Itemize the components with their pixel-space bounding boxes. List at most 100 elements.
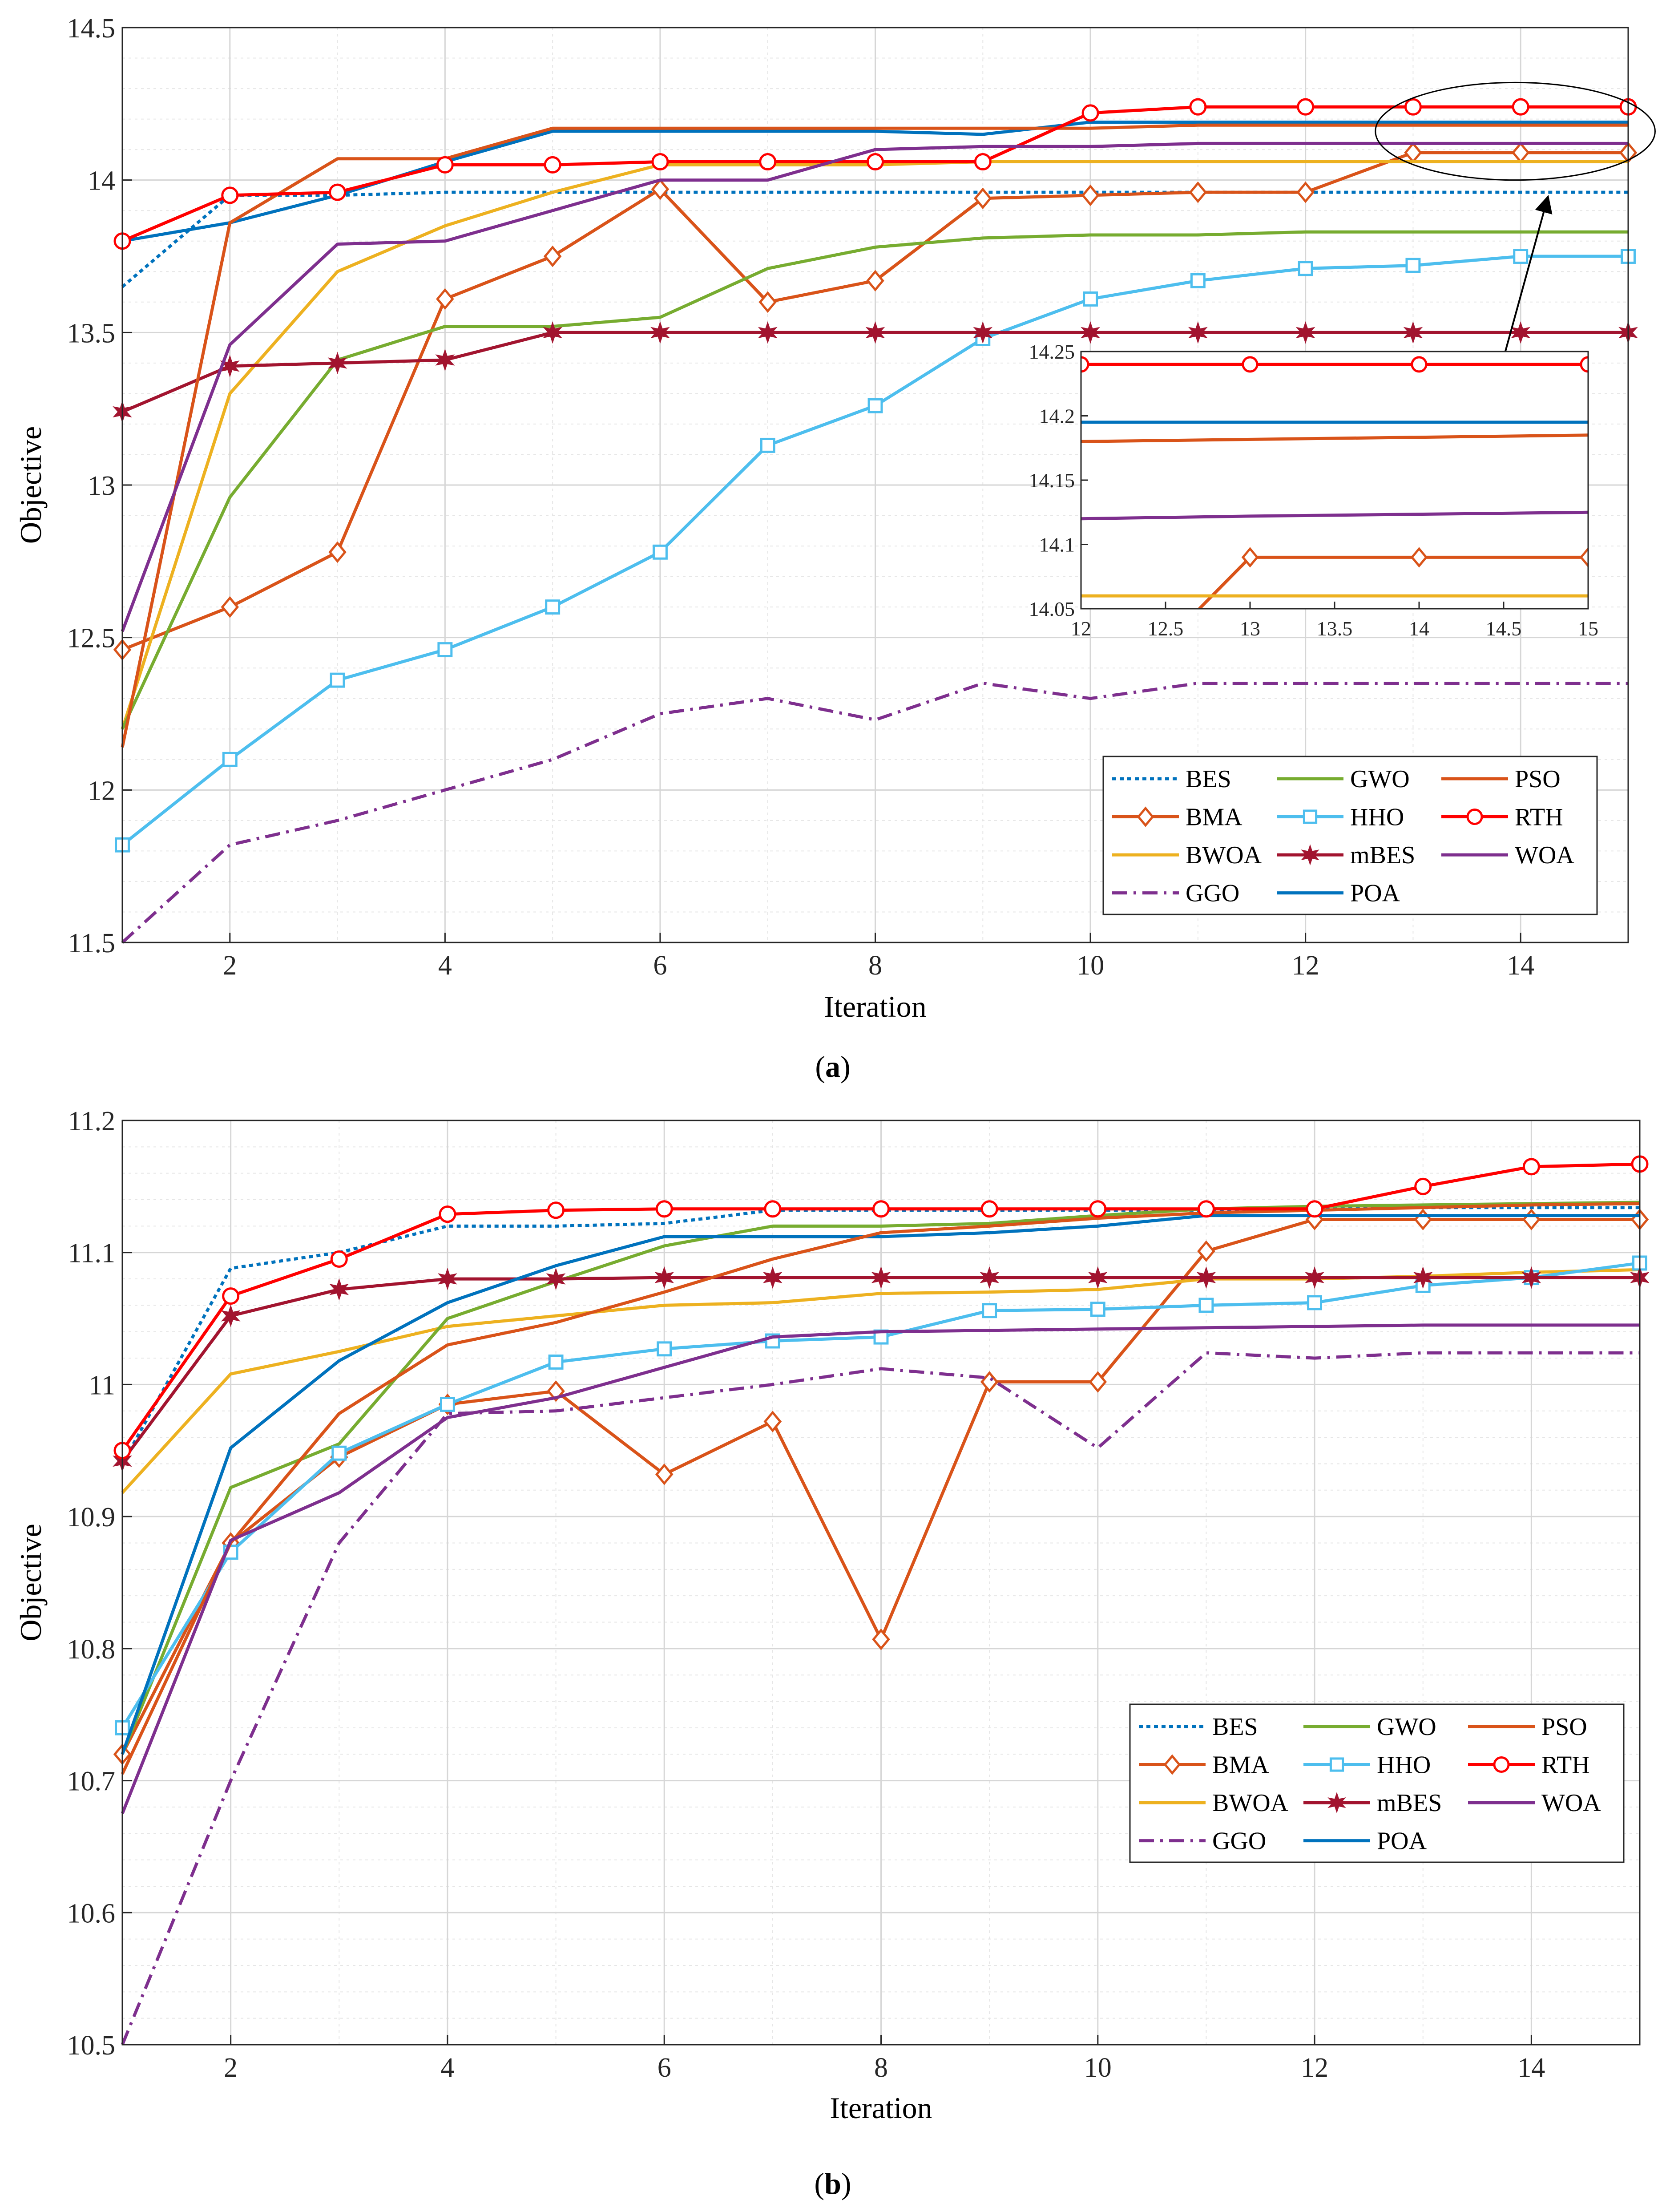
- series-bes: [121, 190, 1628, 288]
- x-tick-label: 8: [868, 950, 882, 981]
- series-rth: [113, 1155, 1649, 1460]
- x-tick-label: 6: [653, 950, 667, 981]
- circle-marker: [1580, 356, 1588, 373]
- inset-series-line: [1081, 510, 1588, 521]
- diamond-marker: [651, 178, 670, 200]
- caption-b: (b): [814, 2167, 851, 2200]
- series-pso: [121, 1202, 1640, 1775]
- diamond-marker: [974, 187, 992, 210]
- legend-label: BMA: [1212, 1751, 1269, 1779]
- y-tick-label: 10.9: [67, 1502, 116, 1533]
- legend-label: POA: [1377, 1828, 1427, 1855]
- star-marker: [1305, 1266, 1324, 1289]
- caption-open: (: [815, 1050, 825, 1084]
- x-tick-label: 10: [1084, 2053, 1112, 2083]
- caption-a: (a): [815, 1050, 850, 1084]
- legend-entry-rth: RTH: [1441, 804, 1563, 831]
- series-line-ggo: [121, 1351, 1640, 2046]
- legend-entry-gwo: GWO: [1303, 1713, 1436, 1741]
- star-marker: [546, 1267, 566, 1290]
- square-marker: [440, 1396, 455, 1412]
- star-marker: [327, 352, 347, 375]
- legend-label: BES: [1212, 1713, 1258, 1741]
- legend-entry-poa: POA: [1303, 1828, 1427, 1855]
- star-marker: [543, 321, 563, 344]
- star-marker: [1188, 321, 1208, 344]
- circle-marker: [872, 1200, 890, 1218]
- series-line-pso: [121, 1202, 1640, 1775]
- series-line-woa: [121, 142, 1628, 632]
- x-tick-label: 12: [1301, 2053, 1328, 2083]
- star-marker: [865, 321, 885, 344]
- circle-marker: [1466, 809, 1483, 825]
- inset-y-tick-label: 14.2: [1039, 405, 1075, 428]
- series-ggo: [121, 682, 1628, 944]
- star-marker: [1081, 321, 1100, 344]
- caption-open: (: [814, 2167, 824, 2200]
- diamond-marker: [328, 541, 347, 563]
- legend-entry-bwoa: BWOA: [1112, 841, 1262, 869]
- x-tick-label: 14: [1507, 950, 1534, 981]
- square-marker: [1083, 291, 1098, 307]
- square-marker: [548, 1355, 564, 1370]
- legend-entry-pso: PSO: [1468, 1713, 1587, 1741]
- square-marker: [1329, 1757, 1344, 1772]
- y-tick-label: 10.5: [67, 2030, 116, 2061]
- inset-series-rth: [1081, 356, 1588, 373]
- inset-y-tick-label: 14.25: [1029, 340, 1075, 363]
- inset-series-line: [1081, 433, 1588, 443]
- circle-marker: [1404, 98, 1422, 116]
- square-marker: [760, 437, 775, 453]
- star-marker: [435, 348, 455, 372]
- y-tick-label: 13: [88, 471, 115, 501]
- x-tick-label: 10: [1077, 950, 1104, 981]
- series-mbes: [113, 1266, 1650, 1472]
- circle-marker: [1089, 1200, 1107, 1218]
- series-group: [113, 1155, 1650, 2046]
- series-rth: [113, 98, 1637, 250]
- diamond-marker: [1197, 1240, 1215, 1262]
- diamond-marker: [543, 245, 562, 267]
- diamond-marker: [1241, 547, 1259, 568]
- legend-entry-bma: BMA: [1112, 804, 1242, 831]
- inset-y-tick-label: 14.15: [1029, 469, 1075, 492]
- legend-entry-hho: HHO: [1277, 804, 1404, 831]
- series-line-ggo: [121, 682, 1628, 944]
- circle-marker: [764, 1200, 782, 1218]
- y-tick-label: 12: [88, 776, 115, 806]
- diamond-marker: [1189, 181, 1207, 203]
- square-marker: [222, 752, 238, 767]
- circle-marker: [1081, 356, 1089, 373]
- diamond-marker: [1137, 806, 1154, 827]
- panel-b: 2 4 6 8 10 12 14 10.5 10.6 10.7 10.8 10.9 11 11.1 11.2…: [14, 1106, 1650, 2200]
- diamond-marker: [1163, 1754, 1181, 1775]
- star-marker: [1521, 1266, 1541, 1289]
- x-tick-label: 4: [438, 950, 452, 981]
- legend-entry-mbes: mBES: [1277, 841, 1415, 869]
- legend-label: PSO: [1541, 1713, 1587, 1741]
- circle-marker: [1242, 356, 1259, 373]
- legend-entry-ggo: GGO: [1139, 1828, 1266, 1855]
- legend-entry-hho: HHO: [1303, 1751, 1431, 1779]
- y-tick-label: 11.1: [68, 1238, 115, 1269]
- square-marker: [330, 672, 345, 688]
- circle-marker: [1306, 1200, 1323, 1218]
- y-tick-label: 10.8: [67, 1634, 116, 1665]
- legend-entry-ggo: GGO: [1112, 880, 1239, 907]
- inset-series-line: [1198, 555, 1588, 609]
- circle-marker: [547, 1201, 565, 1219]
- series-woa: [121, 142, 1628, 632]
- legend-entry-pso: PSO: [1441, 765, 1561, 793]
- diamond-marker: [1089, 1371, 1107, 1393]
- legend-entry-bwoa: BWOA: [1139, 1789, 1289, 1817]
- y-tick-label: 14.5: [67, 13, 116, 44]
- circle-marker: [974, 153, 992, 171]
- legend-label: WOA: [1541, 1789, 1601, 1817]
- star-marker: [654, 1266, 674, 1289]
- square-marker: [1190, 273, 1206, 288]
- inset-x-tick-label: 15: [1578, 617, 1598, 640]
- inset-x-tick-label: 14.5: [1486, 617, 1522, 640]
- x-tick-label: 8: [874, 2053, 888, 2083]
- series-line-gwo: [121, 230, 1628, 730]
- legend-label: HHO: [1350, 804, 1404, 831]
